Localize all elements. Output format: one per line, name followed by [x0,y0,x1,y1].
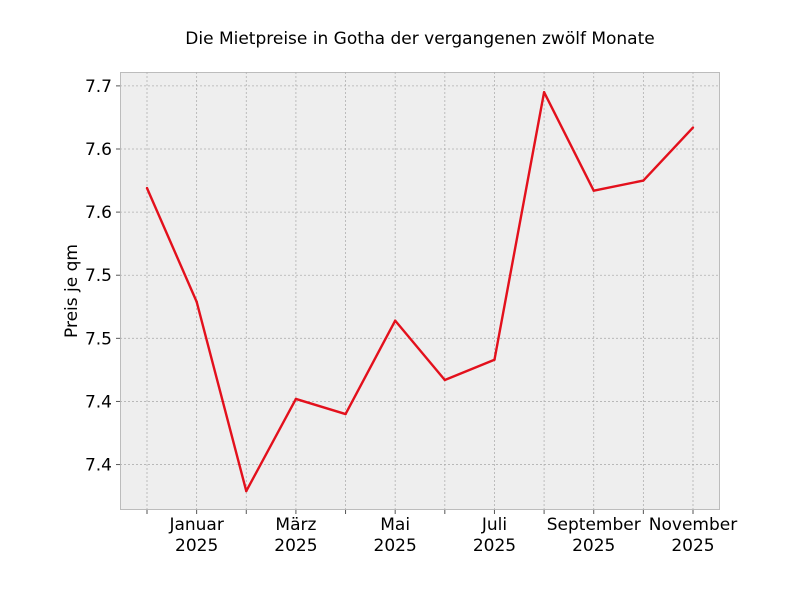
y-tick-label: 7.6 [85,140,112,160]
x-tick-label: November [649,515,737,535]
y-tick-label: 7.5 [85,329,112,349]
data-point [195,300,198,303]
data-point [691,126,695,129]
x-tick-year: 2025 [572,536,615,556]
y-tick-label: 7.4 [85,456,112,476]
y-tick-label: 7.6 [85,203,112,223]
x-tick-label: Juli [481,515,507,535]
y-axis-label: Preis je qm [62,244,82,338]
data-point [145,186,149,190]
x-tick-label: Januar [168,515,223,535]
plot-area [120,72,720,510]
x-tick-label: September [547,515,641,535]
data-point [393,319,397,322]
x-tick-year: 2025 [374,536,417,556]
data-point [344,412,347,416]
data-point [245,489,248,493]
data-point [542,90,546,94]
x-tick-year: 2025 [274,536,317,556]
data-point [493,358,496,361]
x-tick-label: März [275,515,316,535]
x-tick-year: 2025 [175,536,218,556]
y-tick-label: 7.4 [85,392,112,412]
x-tick-label: Mai [380,515,410,535]
data-point [294,397,298,401]
data-point [642,179,645,182]
chart-title: Die Mietpreise in Gotha der vergangenen … [185,29,654,49]
data-point [592,189,595,192]
x-tick-year: 2025 [473,536,516,556]
y-tick-label: 7.5 [85,266,112,286]
data-point [443,378,447,382]
series-line [145,90,694,493]
x-tick-year: 2025 [671,536,714,556]
y-tick-label: 7.7 [85,77,112,97]
